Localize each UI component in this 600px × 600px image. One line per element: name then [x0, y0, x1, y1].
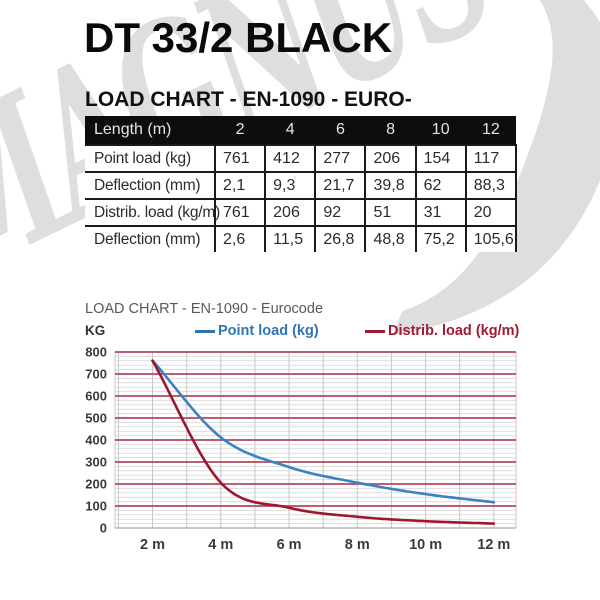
load-table-container: Length (m) 2 4 6 8 10 12 Point load (kg) 761 412… — [85, 116, 518, 252]
table-header-cell: Length (m) — [85, 116, 215, 145]
value-cell: 2,6 — [213, 225, 266, 252]
x-tick-label: 2 m — [140, 537, 165, 553]
table-head: Length (m) 2 4 6 8 10 12 — [85, 116, 516, 145]
legend-line-swatch-point-load — [195, 329, 215, 333]
load-chart-svg: 0 100 200 300 400 500 600 700 800 2 m 4 m 6 m 8 m 10 … — [85, 345, 517, 553]
legend-label-distrib-load: Distrib. load (kg/m) — [388, 323, 520, 339]
table-header-cell: 6 — [315, 116, 366, 145]
value-cell: 117 — [464, 144, 518, 172]
value-cell: 26,8 — [314, 225, 366, 252]
row-label-cell: Point load (kg) — [85, 144, 215, 172]
x-tick-label: 8 m — [345, 537, 370, 553]
value-cell: 2,1 — [213, 171, 266, 199]
y-tick-label: 600 — [85, 389, 107, 404]
x-tick-label: 6 m — [277, 537, 302, 553]
table-row: Point load (kg) 761 412 277 206 154 117 — [85, 144, 518, 172]
row-label-cell: Deflection (mm) — [85, 171, 215, 199]
page-subtitle: LOAD CHART - EN-1090 - EURO- — [85, 88, 412, 111]
value-cell: 51 — [364, 198, 416, 226]
value-cell: 62 — [414, 171, 466, 199]
y-tick-label: 700 — [85, 367, 107, 382]
value-cell: 277 — [314, 144, 366, 172]
table-row: Deflection (mm) 2,6 11,5 26,8 48,8 75,2 105,6 — [85, 225, 518, 252]
table-header-cell: 8 — [365, 116, 416, 145]
y-tick-label: 500 — [85, 411, 107, 426]
x-tick-label: 12 m — [477, 537, 510, 553]
y-tick-label: 300 — [85, 455, 107, 470]
table-header-cell: 12 — [465, 116, 516, 145]
value-cell: 48,8 — [364, 225, 416, 252]
table-header-cell: 2 — [215, 116, 266, 145]
table-row: Deflection (mm) 2,1 9,3 21,7 39,8 62 88,3 — [85, 171, 518, 199]
value-cell: 9,3 — [264, 171, 316, 199]
legend-item-point-load: Point load (kg) — [195, 321, 319, 341]
y-tick-label: 200 — [85, 477, 107, 492]
value-cell: 206 — [364, 144, 416, 172]
table-body: Point load (kg) 761 412 277 206 154 117 Deflect… — [85, 144, 518, 252]
value-cell: 92 — [314, 198, 366, 226]
legend-line-swatch-distrib-load — [365, 329, 385, 333]
value-cell: 31 — [414, 198, 466, 226]
load-table: Length (m) 2 4 6 8 10 12 Point load (kg) 761 412… — [85, 116, 518, 252]
value-cell: 412 — [264, 144, 316, 172]
row-label-cell: Deflection (mm) — [85, 225, 215, 252]
value-cell: 21,7 — [314, 171, 366, 199]
value-cell: 20 — [464, 198, 518, 226]
y-axis-unit-label: KG — [85, 323, 106, 338]
value-cell: 75,2 — [414, 225, 466, 252]
value-cell: 88,3 — [464, 171, 518, 199]
value-cell: 39,8 — [364, 171, 416, 199]
value-cell: 206 — [264, 198, 316, 226]
chart-title: LOAD CHART - EN-1090 - Eurocode — [85, 301, 324, 317]
row-label-cell: Distrib. load (kg/m) — [85, 198, 220, 226]
x-tick-label: 10 m — [409, 537, 442, 553]
legend-item-distrib-load: Distrib. load (kg/m) — [365, 321, 519, 341]
value-cell: 761 — [213, 198, 266, 226]
y-tick-label: 800 — [85, 345, 107, 360]
x-tick-label: 4 m — [208, 537, 233, 553]
table-header-row: Length (m) 2 4 6 8 10 12 — [85, 116, 516, 145]
value-cell: 11,5 — [264, 225, 316, 252]
table-row: Distrib. load (kg/m) 761 206 92 51 31 20 — [85, 198, 518, 226]
table-header-cell: 4 — [265, 116, 316, 145]
value-cell: 154 — [414, 144, 466, 172]
series-line-distrib-load — [151, 359, 496, 525]
y-tick-label: 100 — [85, 499, 107, 514]
page-title: DT 33/2 BLACK — [84, 14, 393, 61]
y-tick-label: 400 — [85, 433, 107, 448]
y-tick-label: 0 — [100, 521, 107, 536]
value-cell: 105,6 — [464, 225, 518, 252]
legend-label-point-load: Point load (kg) — [218, 323, 319, 339]
value-cell: 761 — [213, 144, 266, 172]
chart-legend: KG Point load (kg) Distrib. load (kg/m) — [85, 321, 525, 341]
series-line-point-load — [151, 359, 496, 504]
table-header-cell: 10 — [415, 116, 466, 145]
